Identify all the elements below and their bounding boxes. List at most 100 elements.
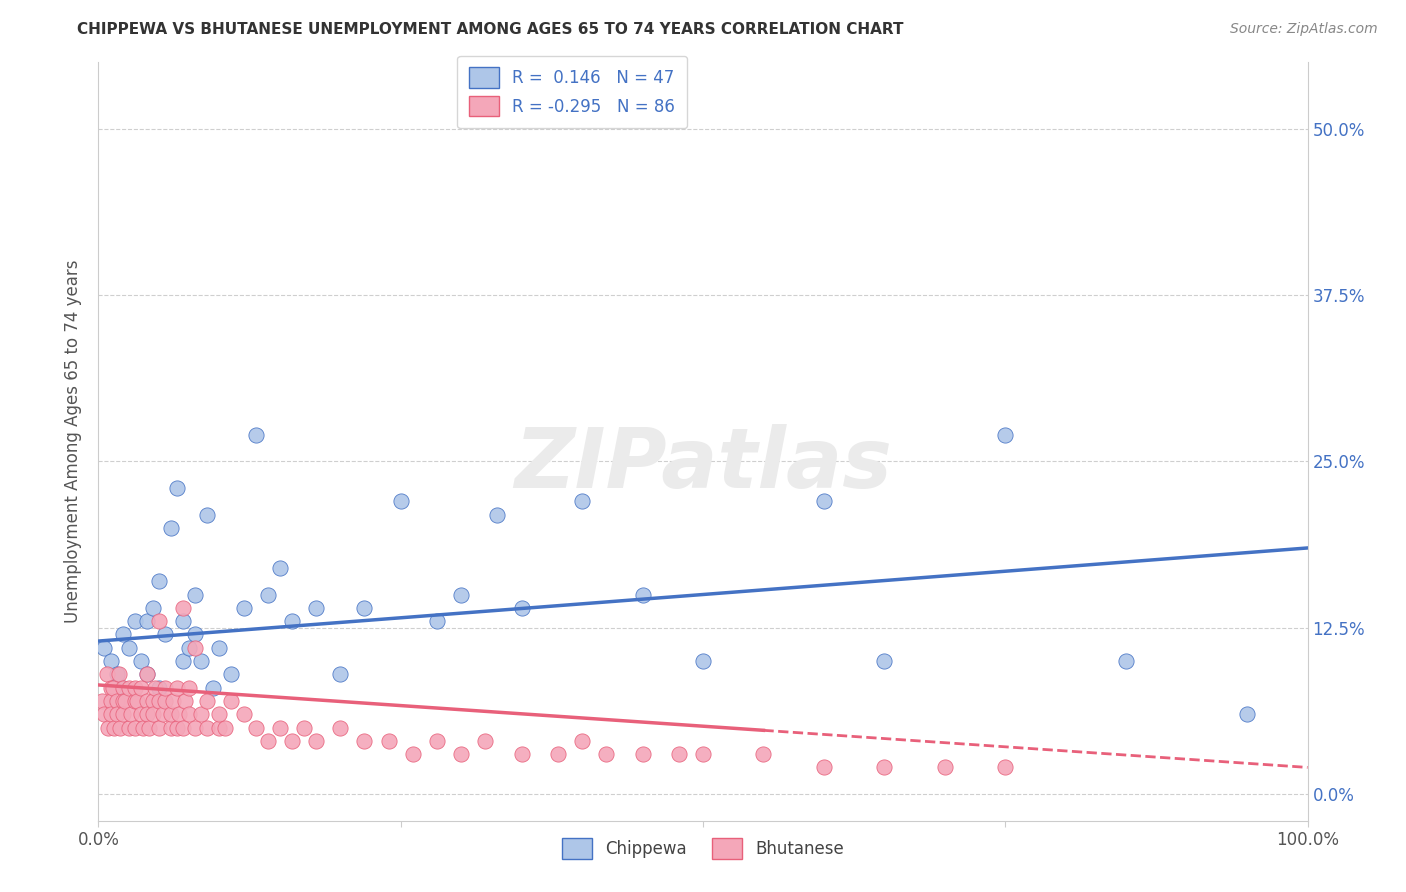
Point	[105, 667, 128, 681]
Point	[169, 707, 191, 722]
Point	[166, 681, 188, 695]
Point	[108, 721, 131, 735]
Point	[752, 747, 775, 761]
Point	[111, 681, 134, 695]
Point	[93, 640, 115, 655]
Point	[813, 760, 835, 774]
Point	[172, 614, 194, 628]
Point	[1115, 654, 1137, 668]
Point	[108, 667, 131, 681]
Point	[138, 721, 160, 735]
Point	[153, 694, 176, 708]
Point	[148, 681, 170, 695]
Point	[184, 721, 207, 735]
Point	[292, 721, 315, 735]
Point	[232, 600, 254, 615]
Point	[111, 707, 134, 722]
Point	[184, 627, 207, 641]
Point	[100, 681, 122, 695]
Point	[148, 614, 170, 628]
Point	[486, 508, 509, 522]
Point	[190, 707, 212, 722]
Point	[281, 734, 304, 748]
Point	[208, 721, 231, 735]
Point	[174, 694, 197, 708]
Point	[166, 481, 188, 495]
Point	[305, 734, 328, 748]
Point	[118, 721, 141, 735]
Point	[179, 707, 201, 722]
Point	[510, 600, 533, 615]
Point	[103, 721, 125, 735]
Point	[305, 600, 328, 615]
Point	[269, 721, 291, 735]
Point	[129, 707, 152, 722]
Point	[160, 721, 183, 735]
Point	[142, 707, 165, 722]
Point	[873, 760, 896, 774]
Point	[132, 721, 155, 735]
Point	[153, 681, 176, 695]
Point	[142, 600, 165, 615]
Point	[129, 654, 152, 668]
Point	[100, 654, 122, 668]
Point	[105, 707, 128, 722]
Point	[631, 587, 654, 601]
Point	[377, 734, 399, 748]
Point	[692, 747, 714, 761]
Point	[172, 600, 194, 615]
Text: ZIPatlas: ZIPatlas	[515, 424, 891, 505]
Point	[111, 627, 134, 641]
Point	[450, 747, 472, 761]
Point	[631, 747, 654, 761]
Point	[129, 681, 152, 695]
Point	[179, 681, 201, 695]
Point	[184, 587, 207, 601]
Point	[105, 694, 128, 708]
Point	[668, 747, 690, 761]
Point	[118, 640, 141, 655]
Point	[124, 694, 146, 708]
Point	[124, 681, 146, 695]
Point	[994, 428, 1017, 442]
Text: CHIPPEWA VS BHUTANESE UNEMPLOYMENT AMONG AGES 65 TO 74 YEARS CORRELATION CHART: CHIPPEWA VS BHUTANESE UNEMPLOYMENT AMONG…	[77, 22, 904, 37]
Point	[111, 694, 134, 708]
Point	[510, 747, 533, 761]
Y-axis label: Unemployment Among Ages 65 to 74 years: Unemployment Among Ages 65 to 74 years	[65, 260, 83, 624]
Point	[91, 694, 114, 708]
Point	[135, 707, 157, 722]
Point	[172, 654, 194, 668]
Point	[124, 721, 146, 735]
Point	[118, 681, 141, 695]
Point	[595, 747, 617, 761]
Point	[96, 667, 118, 681]
Point	[208, 640, 231, 655]
Point	[97, 721, 120, 735]
Point	[160, 707, 183, 722]
Point	[142, 694, 165, 708]
Point	[124, 614, 146, 628]
Point	[184, 640, 207, 655]
Point	[547, 747, 569, 761]
Point	[153, 627, 176, 641]
Point	[190, 654, 212, 668]
Point	[100, 707, 122, 722]
Point	[426, 734, 449, 748]
Point	[353, 734, 375, 748]
Point	[329, 667, 352, 681]
Point	[162, 694, 184, 708]
Point	[873, 654, 896, 668]
Point	[221, 694, 243, 708]
Point	[245, 428, 267, 442]
Point	[135, 667, 157, 681]
Point	[195, 508, 218, 522]
Point	[232, 707, 254, 722]
Point	[245, 721, 267, 735]
Point	[148, 721, 170, 735]
Point	[256, 587, 278, 601]
Point	[450, 587, 472, 601]
Point	[329, 721, 352, 735]
Point	[994, 760, 1017, 774]
Point	[148, 574, 170, 589]
Point	[120, 707, 142, 722]
